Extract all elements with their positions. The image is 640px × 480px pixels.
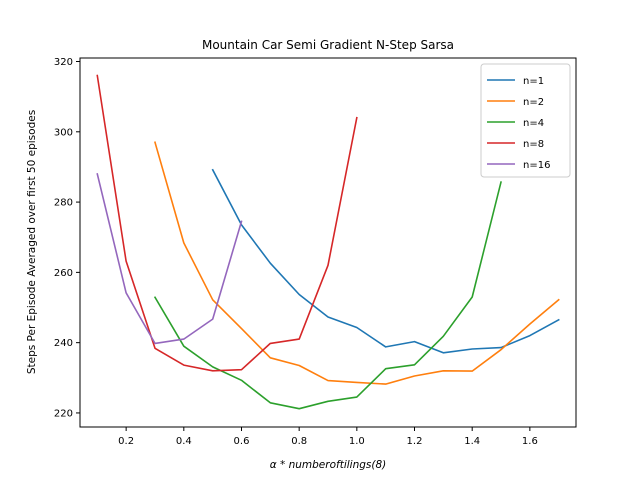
x-tick-label: 0.4 (176, 436, 192, 447)
x-tick-label: 0.6 (234, 436, 250, 447)
legend-label: n=2 (523, 97, 544, 108)
x-tick-label: 0.2 (118, 436, 134, 447)
y-tick-label: 280 (54, 198, 73, 209)
y-tick-label: 320 (54, 57, 73, 68)
x-tick-label: 0.8 (291, 436, 307, 447)
y-tick-label: 240 (54, 338, 73, 349)
series-line-n-2 (154, 141, 560, 385)
y-tick-label: 260 (54, 268, 73, 279)
x-tick-label: 1.2 (407, 436, 423, 447)
legend-label: n=1 (523, 76, 544, 87)
plot-area (96, 74, 560, 410)
plot-frame (79, 57, 577, 428)
series-line-n-4 (153, 181, 502, 410)
legend-label: n=4 (523, 118, 544, 129)
legend-box (480, 63, 571, 178)
x-axis-label: α * numberoftilings(8) (270, 459, 386, 471)
y-axis: 220 240 260 280 300 320 (54, 57, 80, 419)
series-line-n-1 (211, 168, 560, 354)
y-tick-label: 220 (54, 408, 73, 419)
legend: n=1 n=2 n=4 n=8 n=16 (480, 63, 571, 178)
y-tick-label: 300 (54, 127, 73, 138)
chart-title: Mountain Car Semi Gradient N-Step Sarsa (202, 38, 454, 52)
series-line-n-16 (96, 173, 243, 345)
x-tick-label: 1.6 (522, 436, 538, 447)
y-axis-label: Steps Per Episode Averaged over first 50… (26, 110, 38, 374)
x-tick-label: 1.0 (349, 436, 365, 447)
series-line-n-8 (96, 74, 358, 372)
legend-label: n=16 (523, 160, 550, 171)
x-axis: 0.2 0.4 0.6 0.8 1.0 1.2 1.4 1.6 (118, 427, 538, 447)
x-tick-label: 1.4 (464, 436, 480, 447)
legend-label: n=8 (523, 139, 544, 150)
